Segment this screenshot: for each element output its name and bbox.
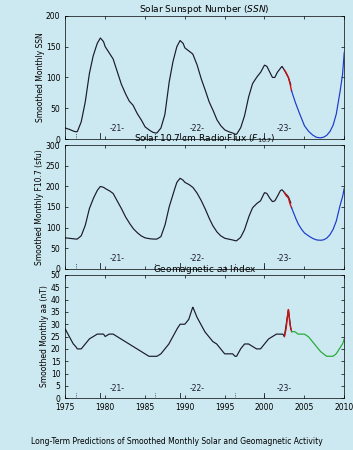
Title: Solar Sunspot Number ($SSN$): Solar Sunspot Number ($SSN$)	[139, 3, 270, 16]
Text: -21-: -21-	[109, 124, 125, 133]
Text: -22-: -22-	[189, 384, 204, 393]
Text: -21-: -21-	[109, 253, 125, 262]
Text: Long-Term Predictions of Smoothed Monthly Solar and Geomagnetic Activity: Long-Term Predictions of Smoothed Monthl…	[31, 436, 322, 446]
Text: -23-: -23-	[277, 253, 292, 262]
Y-axis label: Smoothed Monthly aa (nT): Smoothed Monthly aa (nT)	[40, 286, 49, 387]
Text: -22-: -22-	[189, 253, 204, 262]
Title: Solar 10.7 cm Radio Flux ($F_{10.7}$): Solar 10.7 cm Radio Flux ($F_{10.7}$)	[134, 133, 276, 145]
Text: -21-: -21-	[109, 384, 125, 393]
Text: -22-: -22-	[189, 124, 204, 133]
Y-axis label: Smoothed Monthly F10.7 (sfu): Smoothed Monthly F10.7 (sfu)	[35, 149, 44, 265]
Text: -23-: -23-	[277, 384, 292, 393]
Title: Geomagnetic $aa$ Index: Geomagnetic $aa$ Index	[153, 263, 257, 276]
Y-axis label: Smoothed Monthly SSN: Smoothed Monthly SSN	[36, 32, 44, 122]
Text: -23-: -23-	[277, 124, 292, 133]
